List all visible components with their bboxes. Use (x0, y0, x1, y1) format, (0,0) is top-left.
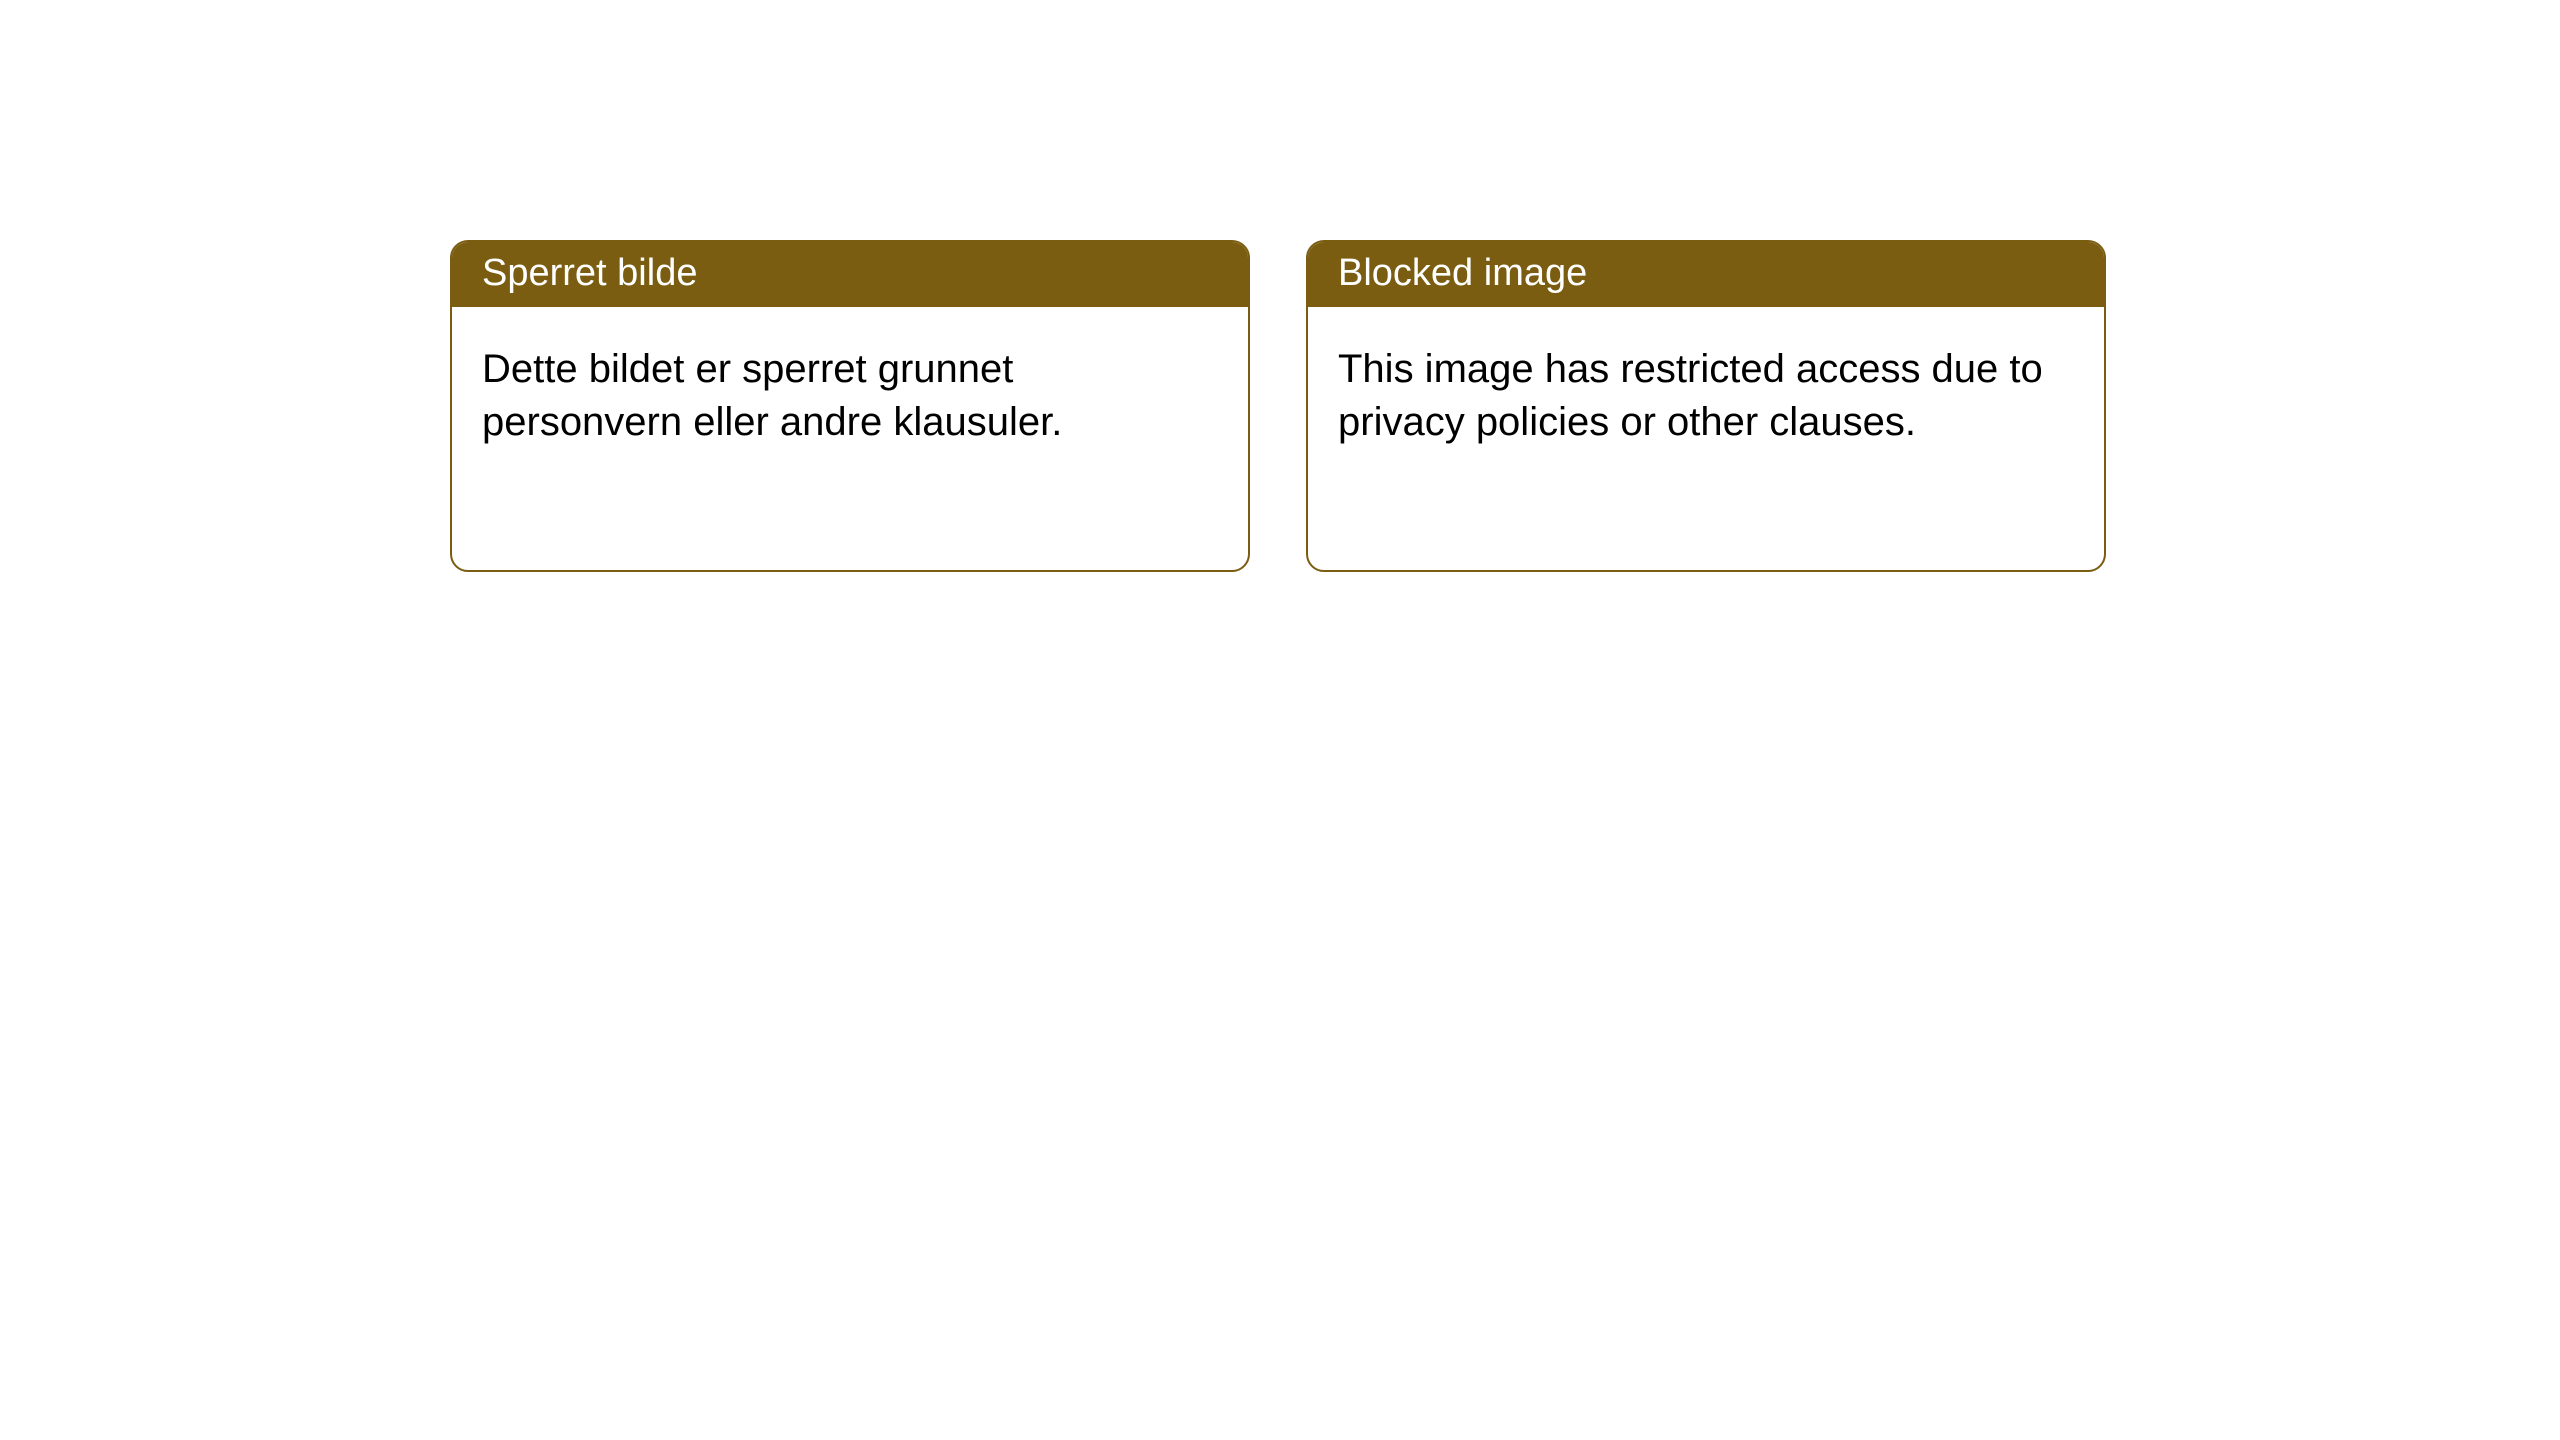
notice-card-norwegian: Sperret bilde Dette bildet er sperret gr… (450, 240, 1250, 572)
card-header: Sperret bilde (452, 242, 1248, 307)
card-text: Dette bildet er sperret grunnet personve… (482, 347, 1062, 444)
card-title: Blocked image (1338, 252, 1587, 294)
card-header: Blocked image (1308, 242, 2104, 307)
notice-container: Sperret bilde Dette bildet er sperret gr… (0, 0, 2560, 572)
card-text: This image has restricted access due to … (1338, 347, 2043, 444)
card-body: This image has restricted access due to … (1308, 307, 2104, 485)
notice-card-english: Blocked image This image has restricted … (1306, 240, 2106, 572)
card-title: Sperret bilde (482, 252, 697, 294)
card-body: Dette bildet er sperret grunnet personve… (452, 307, 1248, 485)
